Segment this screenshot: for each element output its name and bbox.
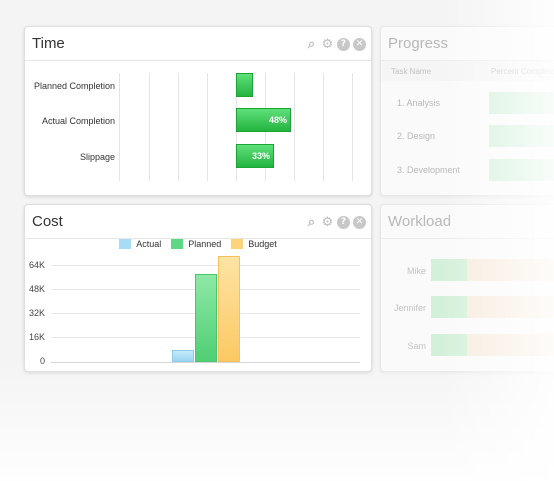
cost-panel-header: Cost ⌕ ⚙ ? ✕ xyxy=(25,205,371,239)
workload-bar xyxy=(431,259,467,281)
workload-panel-header: Workload xyxy=(381,205,554,239)
task-name: 1. Analysis xyxy=(397,98,441,108)
progress-panel-header: Progress xyxy=(381,27,554,61)
time-gridline xyxy=(352,73,353,181)
workload-bar xyxy=(467,334,554,356)
time-row-label: Planned Completion xyxy=(33,81,115,91)
progress-table-header: Task Name Percent Complete xyxy=(381,61,554,81)
person-label: Jennifer xyxy=(393,303,426,313)
time-panel-tools: ⌕ ⚙ ? ✕ xyxy=(305,38,366,51)
progress-panel: Progress Task Name Percent Complete 1. A… xyxy=(380,26,554,196)
time-gridline xyxy=(323,73,324,181)
search-icon[interactable]: ⌕ xyxy=(307,215,316,230)
legend-item-budget[interactable]: Budget xyxy=(231,239,277,249)
progress-bar xyxy=(489,159,554,181)
time-panel: Time ⌕ ⚙ ? ✕ Planned Completion Actual C… xyxy=(24,26,372,196)
time-row-label: Slippage xyxy=(79,152,115,162)
y-tick-label: 32K xyxy=(28,308,45,318)
slippage-bar: 33% xyxy=(236,144,274,168)
time-panel-title: Time xyxy=(32,35,65,52)
time-panel-header: Time ⌕ ⚙ ? ✕ xyxy=(25,27,371,61)
progress-bar xyxy=(489,92,554,114)
time-gridline xyxy=(207,73,208,181)
cost-bar-actual xyxy=(172,350,194,362)
gear-icon[interactable]: ⚙ xyxy=(321,215,334,230)
time-row-label: Actual Completion xyxy=(41,116,115,126)
time-gridline xyxy=(178,73,179,181)
help-icon[interactable]: ? xyxy=(337,216,350,229)
cost-bar-budget xyxy=(218,256,240,362)
legend-swatch-budget xyxy=(231,239,244,249)
y-tick-label: 48K xyxy=(28,284,45,294)
time-gridline xyxy=(294,73,295,181)
progress-bar xyxy=(489,125,554,147)
gear-icon[interactable]: ⚙ xyxy=(321,37,334,52)
legend-label: Planned xyxy=(188,239,222,249)
cost-gridline xyxy=(51,265,360,266)
cost-panel-tools: ⌕ ⚙ ? ✕ xyxy=(305,216,366,229)
person-label: Mike xyxy=(406,266,426,276)
task-name: 3. Development xyxy=(397,165,461,175)
y-tick-label: 0 xyxy=(39,356,45,366)
legend-item-planned[interactable]: Planned xyxy=(171,239,221,249)
y-tick-label: 64K xyxy=(28,260,45,270)
planned-completion-bar xyxy=(236,73,253,97)
workload-panel: Workload Mike Jennifer Sam xyxy=(380,204,554,372)
workload-panel-title: Workload xyxy=(388,213,452,230)
progress-panel-title: Progress xyxy=(388,35,449,52)
help-icon[interactable]: ? xyxy=(337,38,350,51)
legend-label: Budget xyxy=(248,239,277,249)
workload-bar xyxy=(431,334,467,356)
legend-swatch-actual xyxy=(119,239,132,249)
workload-bar xyxy=(431,296,467,318)
cost-bar-planned xyxy=(195,274,217,362)
column-header: Task Name xyxy=(391,67,432,76)
actual-completion-bar: 48% xyxy=(236,108,291,132)
workload-bar xyxy=(467,296,554,318)
search-icon[interactable]: ⌕ xyxy=(307,37,316,52)
y-tick-label: 16K xyxy=(28,332,45,342)
cost-panel-title: Cost xyxy=(32,213,63,230)
legend-item-actual[interactable]: Actual xyxy=(119,239,161,249)
cost-x-axis xyxy=(51,362,360,363)
person-label: Sam xyxy=(407,341,426,351)
time-gridline xyxy=(119,73,120,181)
legend-swatch-planned xyxy=(171,239,184,249)
legend-label: Actual xyxy=(136,239,162,249)
cost-legend: Actual Planned Budget xyxy=(25,239,371,249)
workload-bar xyxy=(467,259,554,281)
task-name: 2. Design xyxy=(397,131,436,141)
column-header: Percent Complete xyxy=(491,67,554,76)
close-icon[interactable]: ✕ xyxy=(353,38,366,51)
time-gridline xyxy=(149,73,150,181)
cost-panel: Cost ⌕ ⚙ ? ✕ Actual Planned Budget 64K 4… xyxy=(24,204,372,372)
close-icon[interactable]: ✕ xyxy=(353,216,366,229)
